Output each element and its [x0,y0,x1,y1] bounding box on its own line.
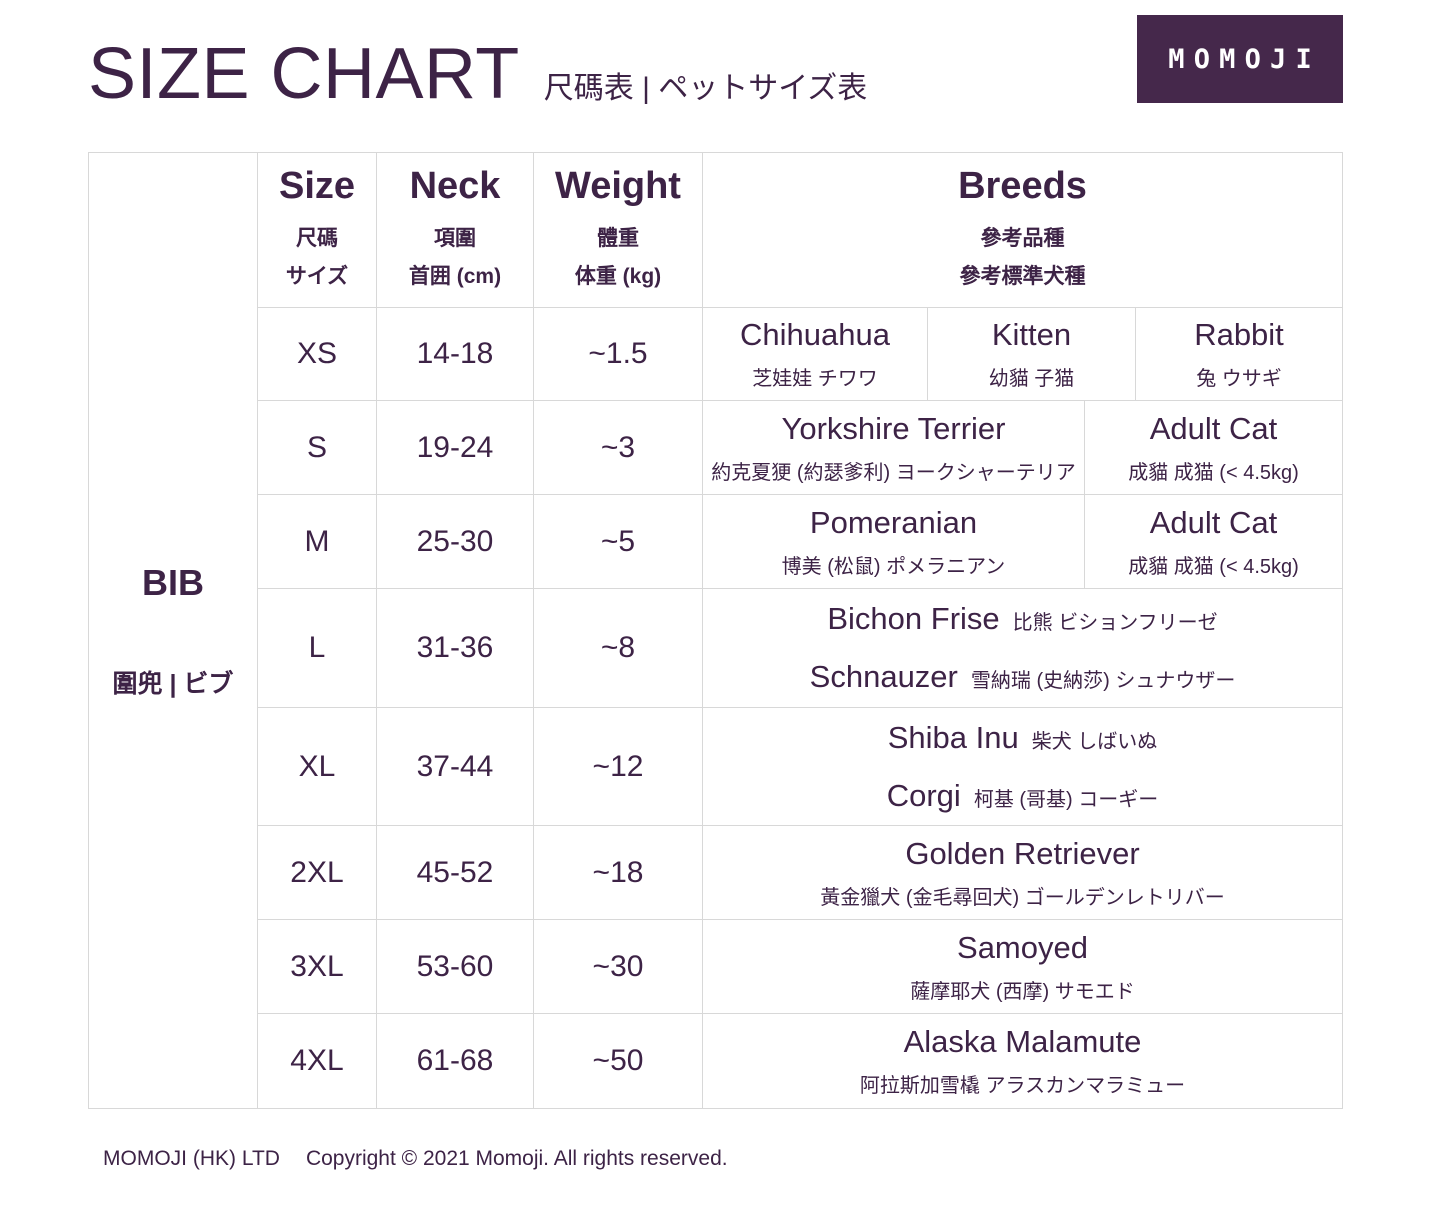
breed-chihuahua: Chihuahua 芝娃娃 チワワ [703,308,927,400]
row-2xl-weight: ~18 [534,826,702,919]
breed-adult-cat-m: Adult Cat 成貓 成猫 (< 4.5kg) [1085,495,1342,588]
row-s-weight: ~3 [534,401,702,494]
page-subtitle: 尺碼表 | ペットサイズ表 [543,72,868,105]
row-m-neck: 25-30 [377,495,533,588]
page-title: SIZE CHART [88,34,520,114]
header-breeds-zh2: 參考標準犬種 [959,264,1086,288]
row-3xl-size: 3XL [258,920,376,1013]
row-xs-neck: 14-18 [377,308,533,400]
breed-adult-cat-s: Adult Cat 成貓 成猫 (< 4.5kg) [1085,401,1342,494]
row-2xl-size: 2XL [258,826,376,919]
breed-golden-retriever: Golden Retriever 黃金獵犬 (金毛尋回犬) ゴールデンレトリバー [703,826,1342,919]
header-breeds: Breeds 參考品種 參考標準犬種 [703,153,1342,307]
breed-yorkshire-terrier: Yorkshire Terrier 約克夏㹴 (約瑟爹利) ヨークシャーテリア [703,401,1084,494]
row-3xl-neck: 53-60 [377,920,533,1013]
size-chart-table: BIB 圍兜 | ビブ Size 尺碼 サイズ Neck 項圍 首囲 (cm) … [88,152,1343,1109]
breed-bichon-schnauzer: Bichon Frise 比熊 ビションフリーゼ Schnauzer 雪納瑞 (… [703,589,1342,707]
row-s-size: S [258,401,376,494]
page-header: SIZE CHART 尺碼表 | ペットサイズ表 [88,38,867,110]
row-4xl-neck: 61-68 [377,1014,533,1108]
header-weight: Weight 體重 体重 (kg) [534,153,702,307]
momoji-logo-text: MOMOJI [1168,43,1321,75]
row-l-neck: 31-36 [377,589,533,707]
row-xs-weight: ~1.5 [534,308,702,400]
row-4xl-weight: ~50 [534,1014,702,1108]
product-cell: BIB 圍兜 | ビブ [89,153,257,1108]
header-size: Size 尺碼 サイズ [258,153,376,307]
header-neck-en: Neck [409,164,501,207]
row-xl-weight: ~12 [534,708,702,825]
header-weight-en: Weight [555,164,681,207]
header-size-zh: 尺碼 [296,226,338,250]
breed-kitten: Kitten 幼貓 子猫 [928,308,1135,400]
product-name: BIB [142,561,204,603]
header-size-en: Size [278,164,356,207]
momoji-logo: MOMOJI [1137,15,1343,103]
breed-samoyed: Samoyed 薩摩耶犬 (西摩) サモエド [703,920,1342,1013]
header-weight-zh: 體重 [597,226,639,250]
row-3xl-weight: ~30 [534,920,702,1013]
header-neck-zh: 項圍 [434,226,476,250]
footer-company: MOMOJI (HK) LTD [103,1147,280,1170]
row-4xl-size: 4XL [258,1014,376,1108]
breed-rabbit: Rabbit 兔 ウサギ [1136,308,1342,400]
row-m-weight: ~5 [534,495,702,588]
row-s-neck: 19-24 [377,401,533,494]
row-xl-size: XL [258,708,376,825]
header-breeds-en: Breeds [958,164,1087,207]
row-m-size: M [258,495,376,588]
row-xl-neck: 37-44 [377,708,533,825]
page-footer: MOMOJI (HK) LTD Copyright © 2021 Momoji.… [103,1147,728,1171]
header-size-ja: サイズ [285,264,349,288]
breed-alaska-malamute: Alaska Malamute 阿拉斯加雪橇 アラスカンマラミュー [703,1014,1342,1108]
product-name-cjk: 圍兜 | ビブ [112,669,234,698]
header-neck-ja: 首囲 (cm) [408,264,502,288]
breed-pomeranian: Pomeranian 博美 (松鼠) ポメラニアン [703,495,1084,588]
footer-copyright: Copyright © 2021 Momoji. All rights rese… [305,1147,728,1170]
header-neck: Neck 項圍 首囲 (cm) [377,153,533,307]
header-breeds-zh: 參考品種 [980,226,1065,250]
row-2xl-neck: 45-52 [377,826,533,919]
breed-shiba-corgi: Shiba Inu 柴犬 しばいぬ Corgi 柯基 (哥基) コーギー [703,708,1342,825]
row-l-weight: ~8 [534,589,702,707]
header-weight-ja: 体重 (kg) [574,264,662,288]
row-xs-size: XS [258,308,376,400]
row-l-size: L [258,589,376,707]
